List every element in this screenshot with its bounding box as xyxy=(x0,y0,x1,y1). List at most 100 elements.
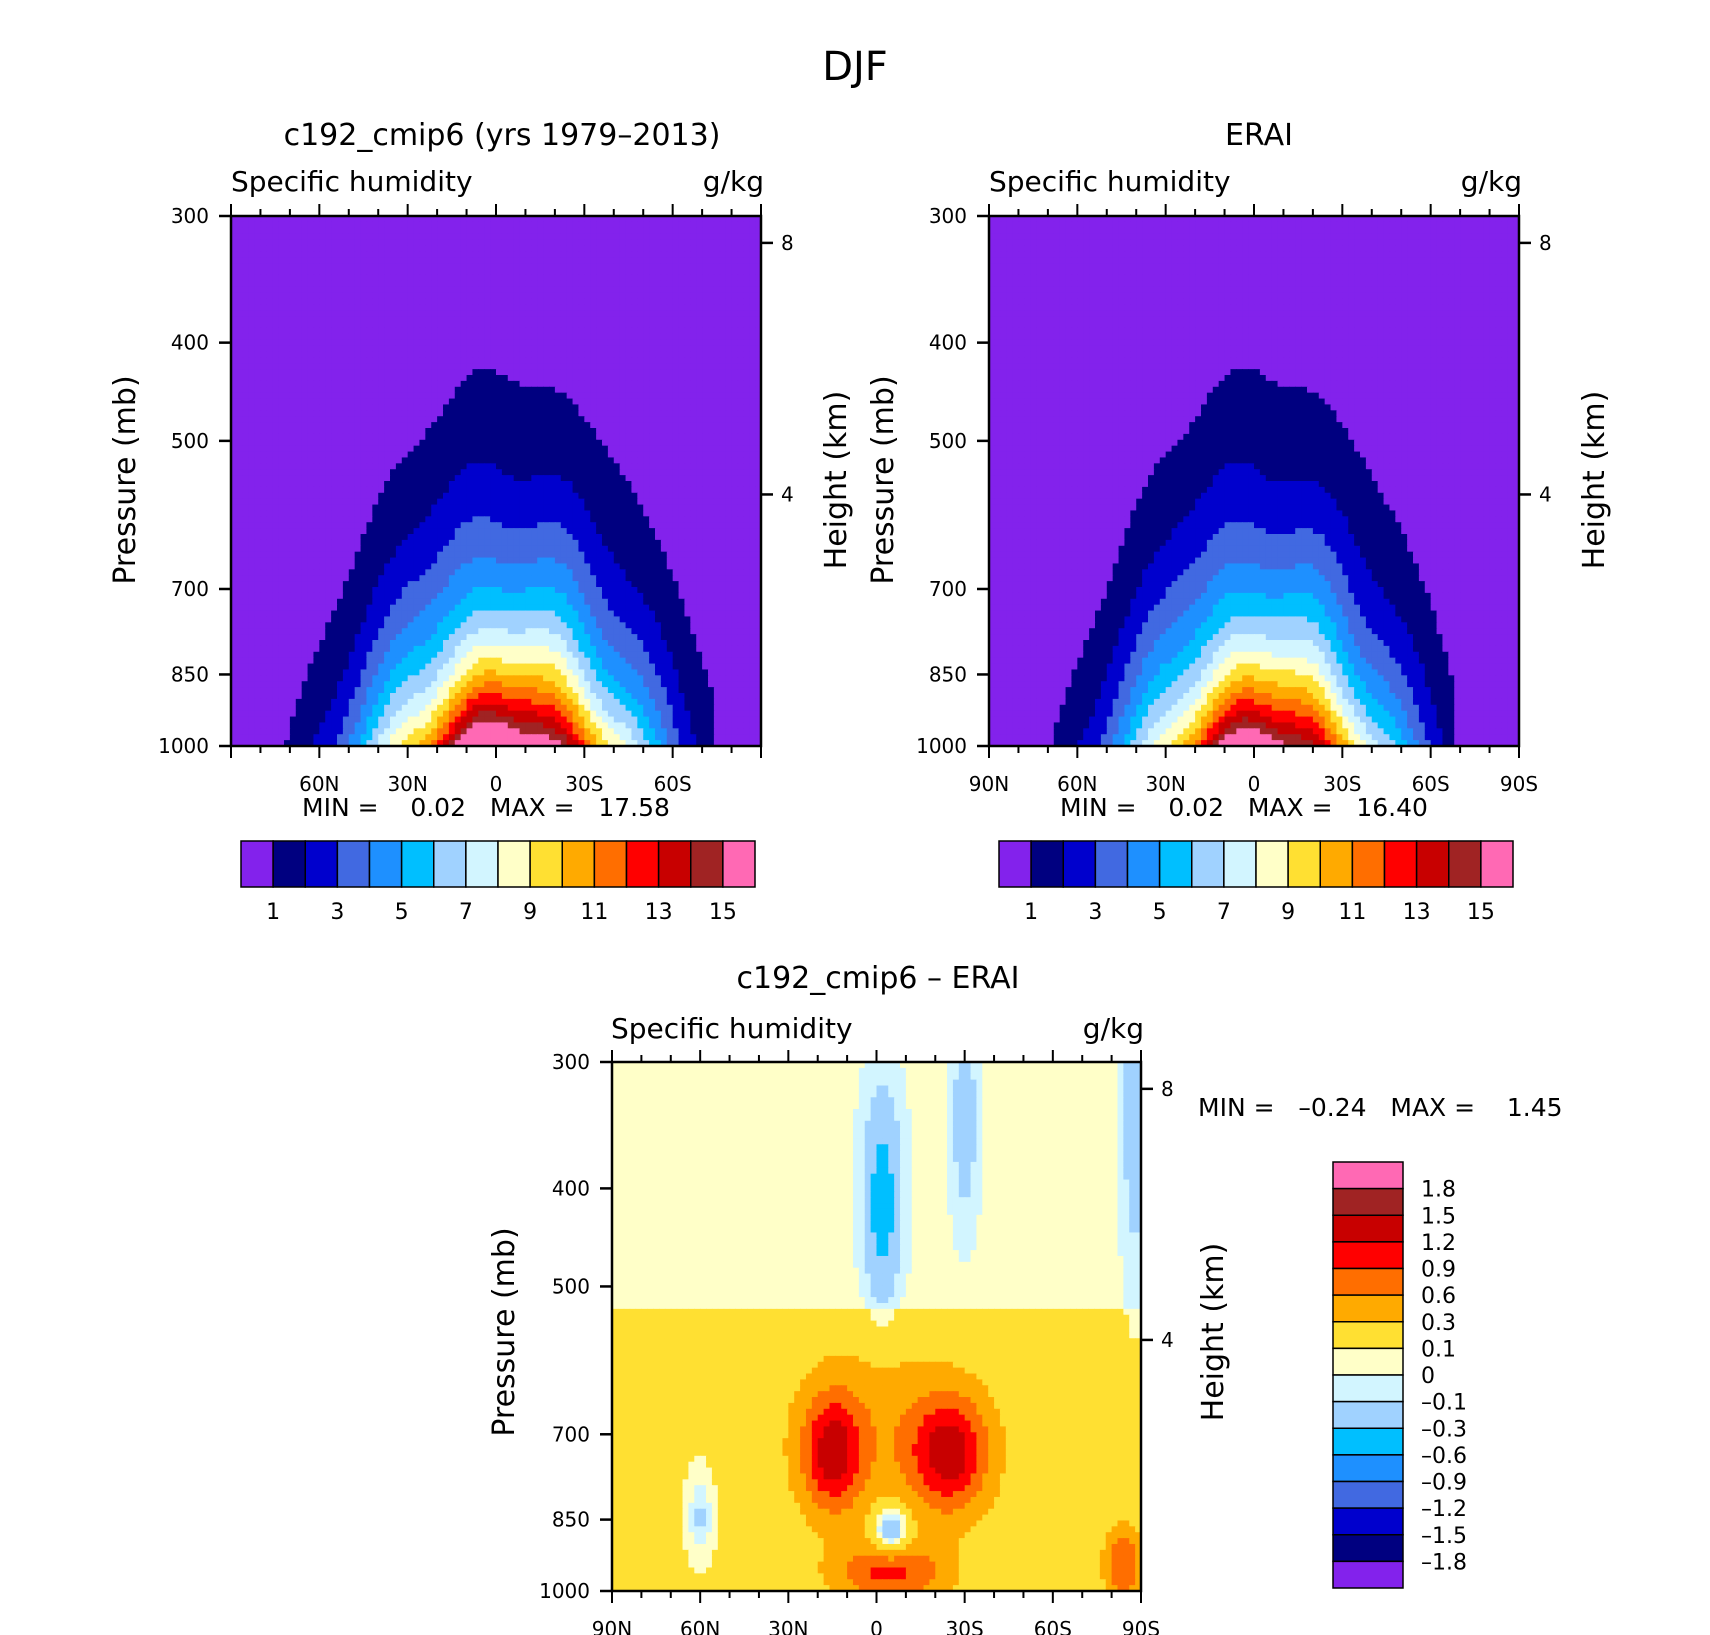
heatmap-cell xyxy=(419,357,425,363)
heatmap-cell xyxy=(349,452,355,458)
heatmap-cell xyxy=(537,434,543,440)
heatmap-cell xyxy=(608,287,614,293)
heatmap-cell xyxy=(425,534,431,540)
heatmap-cell xyxy=(508,234,514,240)
heatmap-cell xyxy=(667,287,673,293)
heatmap-cell xyxy=(508,457,514,463)
heatmap-cell xyxy=(673,310,679,316)
heatmap-cell xyxy=(237,505,243,511)
heatmap-cell xyxy=(255,375,261,381)
heatmap-cell xyxy=(449,457,455,463)
heatmap-cell xyxy=(679,534,685,540)
heatmap-cell xyxy=(366,322,372,328)
heatmap-cell xyxy=(673,404,679,410)
heatmap-cell xyxy=(260,505,266,511)
heatmap-cell xyxy=(614,240,620,246)
heatmap-cell xyxy=(655,428,661,434)
heatmap-cell xyxy=(325,310,331,316)
heatmap-cell xyxy=(496,293,502,299)
heatmap-cell xyxy=(372,357,378,363)
heatmap-cell xyxy=(590,257,596,263)
heatmap-cell xyxy=(726,310,732,316)
heatmap-cell xyxy=(302,416,308,422)
heatmap-cell xyxy=(349,528,355,534)
heatmap-cell xyxy=(461,340,467,346)
heatmap-cell xyxy=(578,499,584,505)
heatmap-cell xyxy=(637,346,643,352)
heatmap-cell xyxy=(419,369,425,375)
heatmap-cell xyxy=(537,257,543,263)
heatmap-cell xyxy=(525,469,531,475)
heatmap-cell xyxy=(337,416,343,422)
heatmap-cell xyxy=(596,369,602,375)
heatmap-cell xyxy=(255,257,261,263)
heatmap-cell xyxy=(419,534,425,540)
heatmap-cell xyxy=(520,387,526,393)
heatmap-cell xyxy=(737,475,743,481)
heatmap-cell xyxy=(478,257,484,263)
heatmap-cell xyxy=(590,446,596,452)
heatmap-cell xyxy=(249,240,255,246)
heatmap-cell xyxy=(584,399,590,405)
heatmap-cell xyxy=(667,375,673,381)
heatmap-cell xyxy=(643,534,649,540)
heatmap-cell xyxy=(425,463,431,469)
heatmap-cell xyxy=(608,446,614,452)
heatmap-cell xyxy=(584,334,590,340)
heatmap-cell xyxy=(449,452,455,458)
heatmap-cell xyxy=(366,369,372,375)
heatmap-cell xyxy=(461,298,467,304)
heatmap-cell xyxy=(266,381,272,387)
heatmap-cell xyxy=(319,245,325,251)
heatmap-cell xyxy=(378,422,384,428)
heatmap-cell xyxy=(608,475,614,481)
heatmap-cell xyxy=(396,222,402,228)
heatmap-cell xyxy=(484,522,490,528)
heatmap-cell xyxy=(255,316,261,322)
heatmap-cell xyxy=(349,457,355,463)
heatmap-cell xyxy=(643,375,649,381)
heatmap-cell xyxy=(508,475,514,481)
heatmap-cell xyxy=(737,422,743,428)
heatmap-cell xyxy=(643,387,649,393)
heatmap-cell xyxy=(690,234,696,240)
heatmap-cell xyxy=(366,416,372,422)
heatmap-cell xyxy=(626,369,632,375)
heatmap-cell xyxy=(419,463,425,469)
heatmap-cell xyxy=(355,222,361,228)
heatmap-cell xyxy=(296,487,302,493)
heatmap-cell xyxy=(337,346,343,352)
heatmap-cell xyxy=(449,351,455,357)
heatmap-cell xyxy=(390,540,396,546)
heatmap-cell xyxy=(590,475,596,481)
heatmap-cell xyxy=(631,404,637,410)
heatmap-cell xyxy=(608,505,614,511)
heatmap-cell xyxy=(561,434,567,440)
heatmap-cell xyxy=(449,257,455,263)
heatmap-cell xyxy=(614,534,620,540)
heatmap-cell xyxy=(696,446,702,452)
heatmap-cell xyxy=(679,446,685,452)
heatmap-cell xyxy=(384,416,390,422)
heatmap-cell xyxy=(596,434,602,440)
heatmap-cell xyxy=(732,534,738,540)
heatmap-cell xyxy=(372,251,378,257)
heatmap-cell xyxy=(596,375,602,381)
heatmap-cell xyxy=(514,481,520,487)
heatmap-cell xyxy=(649,487,655,493)
heatmap-cell xyxy=(343,469,349,475)
heatmap-cell xyxy=(337,387,343,393)
heatmap-cell xyxy=(396,387,402,393)
heatmap-cell xyxy=(243,340,249,346)
heatmap-cell xyxy=(237,228,243,234)
heatmap-cell xyxy=(484,346,490,352)
heatmap-cell xyxy=(614,322,620,328)
heatmap-cell xyxy=(337,522,343,528)
heatmap-cell xyxy=(414,457,420,463)
heatmap-cell xyxy=(602,381,608,387)
heatmap-cell xyxy=(384,298,390,304)
heatmap-cell xyxy=(525,275,531,281)
heatmap-cell xyxy=(567,475,573,481)
heatmap-cell xyxy=(714,316,720,322)
heatmap-cell xyxy=(626,228,632,234)
